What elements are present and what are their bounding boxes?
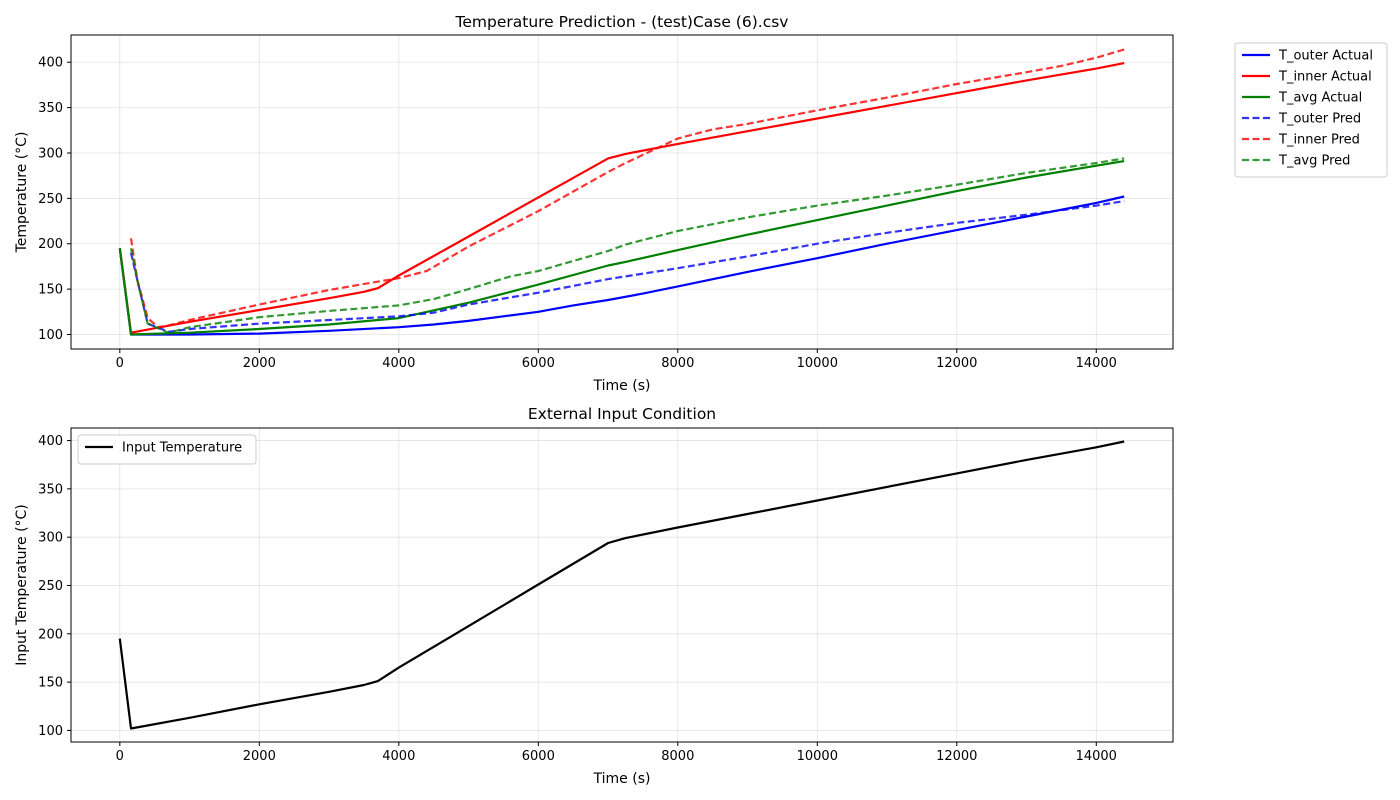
legend-box <box>1234 42 1388 178</box>
legend-label: Input Temperature <box>122 441 242 456</box>
x-tick-label: 10000 <box>797 749 838 764</box>
legend-label: T_outer Actual <box>1278 49 1373 64</box>
axes-frame <box>70 34 1174 350</box>
y-tick-label: 400 <box>38 434 63 449</box>
x-tick-label: 12000 <box>936 356 977 371</box>
series-line-t-avg-actual <box>118 160 1125 336</box>
x-axis-label: Time (s) <box>593 378 651 394</box>
legend-box <box>77 434 257 465</box>
series-line-t-outer-pred <box>129 200 1125 333</box>
y-tick-label: 350 <box>38 482 63 497</box>
x-tick-label: 14000 <box>1076 356 1117 371</box>
legend-label: T_inner Pred <box>1278 133 1360 148</box>
y-tick-label: 300 <box>38 146 63 161</box>
x-tick-label: 6000 <box>522 356 555 371</box>
x-tick-label: 6000 <box>522 749 555 764</box>
y-tick-label: 100 <box>38 328 63 343</box>
x-tick-label: 8000 <box>661 356 694 371</box>
y-tick-label: 200 <box>38 627 63 642</box>
x-tick-label: 2000 <box>243 749 276 764</box>
series-line-input-temperature <box>118 440 1125 730</box>
x-tick-label: 0 <box>116 749 124 764</box>
x-tick-label: 2000 <box>243 356 276 371</box>
chart-title: Temperature Prediction - (test)Case (6).… <box>455 13 789 31</box>
y-tick-label: 300 <box>38 531 63 546</box>
y-tick-label: 250 <box>38 192 63 207</box>
legend: Input Temperature <box>77 434 257 465</box>
y-tick-label: 150 <box>38 676 63 691</box>
y-axis-label: Input Temperature (°C) <box>14 504 30 666</box>
series-line-t-inner-actual <box>118 62 1125 334</box>
series-line-t-outer-actual <box>118 195 1125 336</box>
legend-label: T_inner Actual <box>1278 70 1372 85</box>
y-tick-label: 350 <box>38 101 63 116</box>
x-axis-label: Time (s) <box>593 771 651 787</box>
y-axis-label: Temperature (°C) <box>14 132 30 254</box>
y-tick-label: 200 <box>38 237 63 252</box>
legend: T_outer Actual T_inner Actual T_avg Actual… <box>1234 42 1388 178</box>
x-tick-label: 14000 <box>1076 749 1117 764</box>
y-tick-label: 100 <box>38 724 63 739</box>
plot-area <box>71 428 1173 742</box>
legend-label: T_outer Pred <box>1278 112 1361 127</box>
x-tick-label: 8000 <box>661 749 694 764</box>
legend-label: T_avg Pred <box>1278 154 1350 169</box>
series-line-t-avg-pred <box>129 157 1125 334</box>
legend-label: T_avg Actual <box>1278 91 1362 106</box>
y-tick-label: 400 <box>38 56 63 71</box>
plot-area <box>71 35 1173 349</box>
y-tick-label: 150 <box>38 283 63 298</box>
x-tick-label: 10000 <box>797 356 838 371</box>
x-tick-label: 4000 <box>382 749 415 764</box>
x-tick-label: 4000 <box>382 356 415 371</box>
x-tick-label: 12000 <box>936 749 977 764</box>
chart-title: External Input Condition <box>528 405 716 423</box>
temperature-prediction-chart: Temperature Prediction - (test)Case (6).… <box>14 13 1388 394</box>
x-tick-label: 0 <box>116 356 124 371</box>
external-input-chart: External Input Condition Time (s) Input … <box>14 405 1174 787</box>
series-line-t-inner-pred <box>129 48 1125 329</box>
y-tick-label: 250 <box>38 579 63 594</box>
